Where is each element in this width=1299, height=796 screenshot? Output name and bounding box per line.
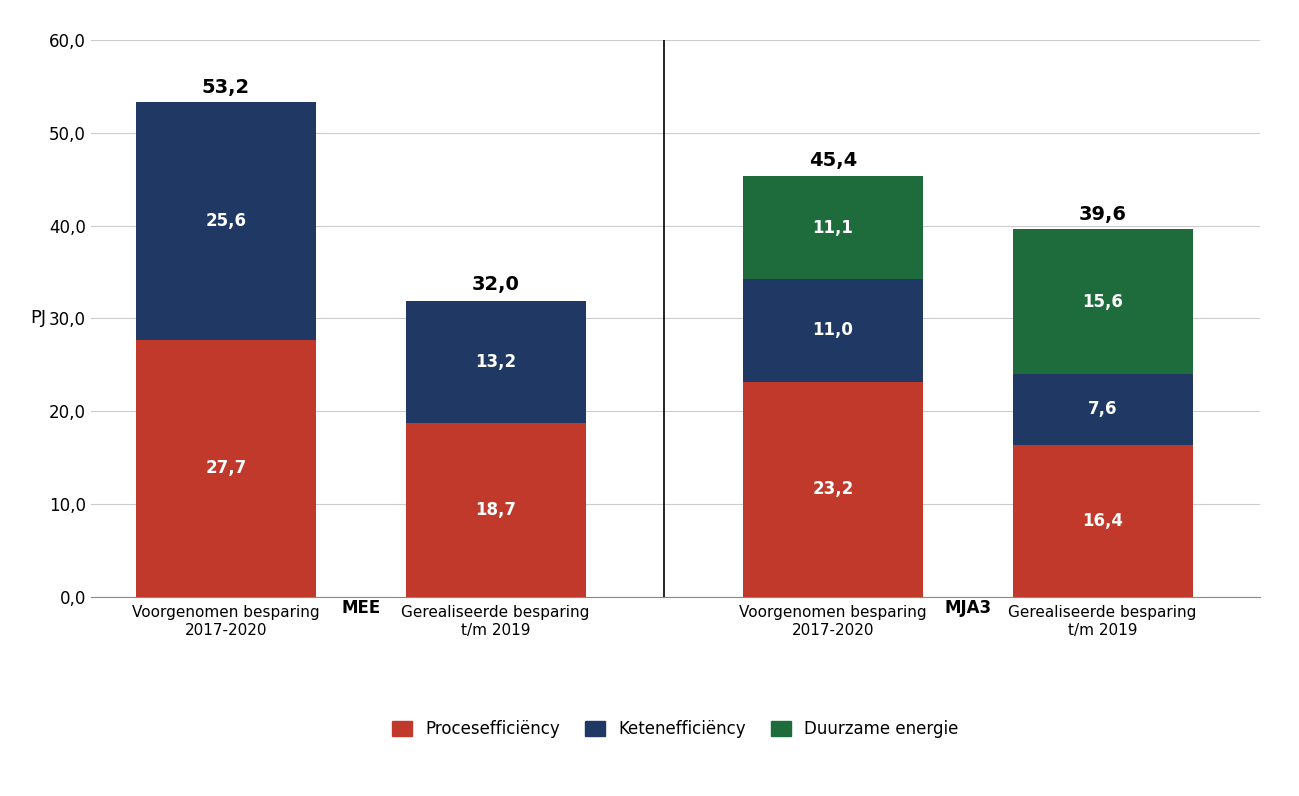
Bar (136, 102, 316, 340)
Bar (405, 301, 586, 423)
Bar (136, 340, 316, 597)
Bar (743, 381, 922, 597)
Text: 18,7: 18,7 (475, 501, 516, 519)
Bar (405, 423, 586, 597)
Text: 11,0: 11,0 (812, 322, 853, 339)
Text: 16,4: 16,4 (1082, 512, 1124, 530)
Text: 39,6: 39,6 (1078, 205, 1126, 224)
Text: 23,2: 23,2 (812, 480, 853, 498)
Text: 7,6: 7,6 (1087, 400, 1117, 419)
Bar (1013, 229, 1192, 374)
Text: 45,4: 45,4 (809, 150, 857, 170)
Text: MEE: MEE (342, 599, 381, 617)
Y-axis label: PJ: PJ (30, 310, 45, 327)
Text: MJA3: MJA3 (944, 599, 991, 617)
Bar (743, 279, 922, 381)
Text: 15,6: 15,6 (1082, 293, 1124, 310)
Text: 25,6: 25,6 (205, 212, 247, 230)
Text: 32,0: 32,0 (472, 275, 520, 295)
Bar (1013, 445, 1192, 597)
Text: 11,1: 11,1 (812, 219, 853, 237)
Legend: Procesefficiëncy, Ketenefficiëncy, Duurzame energie: Procesefficiëncy, Ketenefficiëncy, Duurz… (386, 713, 965, 745)
Text: 27,7: 27,7 (205, 459, 247, 478)
Bar (1013, 374, 1192, 445)
Text: 13,2: 13,2 (475, 353, 516, 371)
Bar (743, 176, 922, 279)
Text: 53,2: 53,2 (201, 78, 249, 97)
